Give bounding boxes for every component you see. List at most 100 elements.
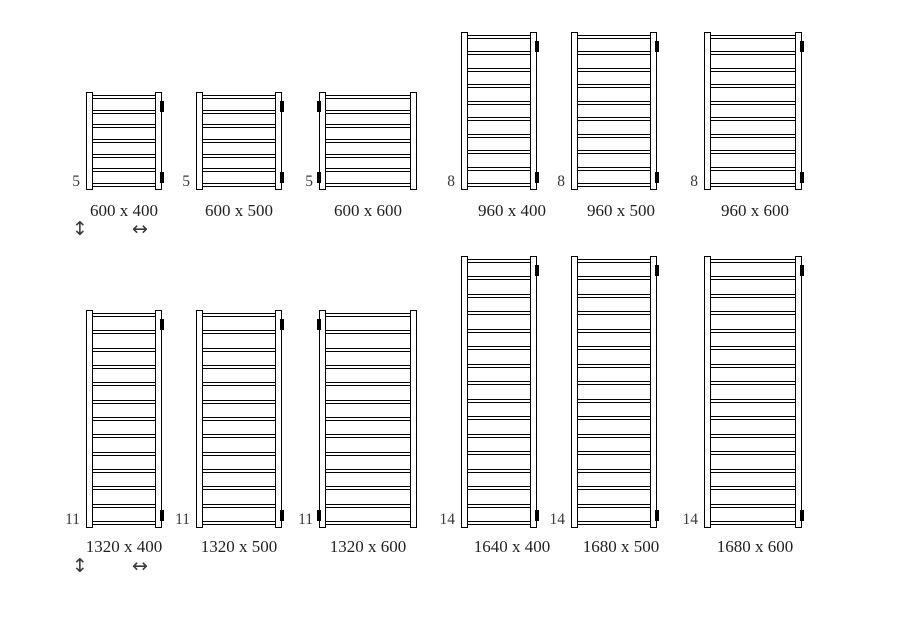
connector-nub-top bbox=[280, 319, 284, 330]
radiator-bar bbox=[199, 365, 279, 369]
radiator-left-rail bbox=[571, 32, 578, 190]
radiator-bar bbox=[574, 84, 654, 89]
radiator-bar bbox=[199, 469, 279, 473]
radiator-right-rail bbox=[795, 256, 804, 528]
connector-nub-bottom bbox=[280, 510, 284, 521]
bar-count-label: 11 bbox=[175, 511, 190, 528]
radiator-left-rail bbox=[86, 92, 93, 190]
radiator-drawing bbox=[196, 92, 284, 190]
radiator-bar bbox=[574, 150, 654, 155]
radiator-bar bbox=[574, 486, 654, 491]
size-label: 600 x 500 bbox=[205, 201, 273, 220]
radiator-bar bbox=[574, 468, 654, 473]
connector-nub-bottom bbox=[655, 172, 659, 183]
radiator-bar bbox=[199, 503, 279, 508]
radiator-bar bbox=[464, 416, 534, 421]
bar-count-label: 14 bbox=[439, 511, 456, 528]
size-label: 1320 x 600 bbox=[329, 537, 407, 556]
radiator-bar bbox=[574, 67, 654, 72]
radiator-right-rail bbox=[155, 92, 164, 190]
radiator-bar bbox=[322, 399, 414, 404]
radiator-bar bbox=[707, 381, 799, 386]
radiator-bar bbox=[322, 521, 414, 525]
radiator-bar bbox=[322, 183, 414, 187]
radiator-left-rail bbox=[196, 92, 203, 190]
radiator-rad-1320x400 bbox=[86, 310, 164, 528]
radiator-bar bbox=[707, 521, 799, 525]
radiator-bar bbox=[322, 503, 414, 508]
radiator-bar bbox=[89, 434, 159, 439]
radiator-right-rail bbox=[410, 310, 417, 528]
radiator-bar bbox=[322, 365, 414, 369]
up-down-arrow-icon: ↕ bbox=[72, 555, 88, 577]
radiator-bar bbox=[707, 468, 799, 473]
bar-count-label: 8 bbox=[557, 173, 565, 190]
radiator-rad-960x400 bbox=[461, 32, 539, 190]
radiator-bar bbox=[574, 35, 654, 39]
radiator-left-rail bbox=[461, 32, 468, 190]
radiator-bar bbox=[707, 346, 799, 351]
radiator-bar bbox=[574, 51, 654, 56]
radiator-bar bbox=[574, 503, 654, 508]
radiator-rad-960x500 bbox=[571, 32, 659, 190]
radiator-right-rail bbox=[650, 32, 659, 190]
connector-nub-bottom bbox=[535, 172, 539, 183]
radiator-bar bbox=[89, 313, 159, 317]
radiator-bar bbox=[707, 84, 799, 89]
radiator-bar bbox=[464, 433, 534, 438]
connector-nub-top bbox=[655, 265, 659, 276]
connector-nub-top bbox=[160, 101, 164, 112]
radiator-bar bbox=[464, 84, 534, 89]
radiator-bar bbox=[707, 259, 799, 263]
radiator-bar bbox=[199, 382, 279, 387]
radiator-bar bbox=[199, 521, 279, 525]
radiator-bar bbox=[199, 347, 279, 352]
radiator-bar bbox=[707, 150, 799, 155]
radiator-drawing bbox=[461, 32, 539, 190]
radiator-bar bbox=[322, 469, 414, 473]
radiator-bar bbox=[322, 139, 414, 143]
radiator-bar bbox=[322, 153, 414, 158]
radiator-bar bbox=[89, 109, 159, 114]
radiator-bar bbox=[89, 417, 159, 421]
radiator-bar bbox=[464, 398, 534, 403]
radiator-bar bbox=[464, 51, 534, 56]
left-right-arrow-icon: ↔ bbox=[132, 218, 148, 240]
radiator-right-rail bbox=[410, 92, 417, 190]
radiator-drawing bbox=[196, 310, 284, 528]
radiator-bar bbox=[707, 276, 799, 281]
radiator-left-rail bbox=[86, 310, 93, 528]
radiator-bar bbox=[464, 117, 534, 122]
bar-count-label: 8 bbox=[447, 173, 455, 190]
size-label: 600 x 600 bbox=[334, 201, 402, 220]
radiator-bar bbox=[574, 166, 654, 171]
radiator-bar bbox=[574, 259, 654, 263]
radiator-drawing bbox=[86, 310, 164, 528]
radiator-bar bbox=[89, 469, 159, 473]
radiator-bar bbox=[707, 363, 799, 368]
radiator-bar bbox=[574, 100, 654, 105]
radiator-right-rail bbox=[650, 256, 659, 528]
radiator-bar bbox=[199, 139, 279, 143]
radiator-bar bbox=[574, 363, 654, 368]
left-right-arrow-icon: ↔ bbox=[132, 555, 148, 577]
radiator-bar bbox=[322, 347, 414, 352]
radiator-bar bbox=[707, 51, 799, 56]
radiator-bar bbox=[464, 346, 534, 351]
connector-nub-top bbox=[800, 265, 804, 276]
radiator-bar bbox=[89, 521, 159, 525]
radiator-bar bbox=[89, 183, 159, 187]
bar-count-label: 5 bbox=[182, 173, 190, 190]
radiator-bar bbox=[199, 451, 279, 456]
radiator-bar bbox=[322, 451, 414, 456]
dimension-legend: ↕ ↔ bbox=[44, 557, 204, 579]
radiator-rad-1680x600 bbox=[704, 256, 804, 528]
radiator-bar bbox=[574, 293, 654, 298]
radiator-bar bbox=[89, 124, 159, 129]
radiator-drawing bbox=[317, 92, 417, 190]
radiator-bar bbox=[464, 276, 534, 281]
radiator-bar bbox=[574, 133, 654, 138]
radiator-bar bbox=[89, 139, 159, 143]
radiator-bar bbox=[89, 399, 159, 404]
radiator-rad-600x600 bbox=[317, 92, 417, 190]
